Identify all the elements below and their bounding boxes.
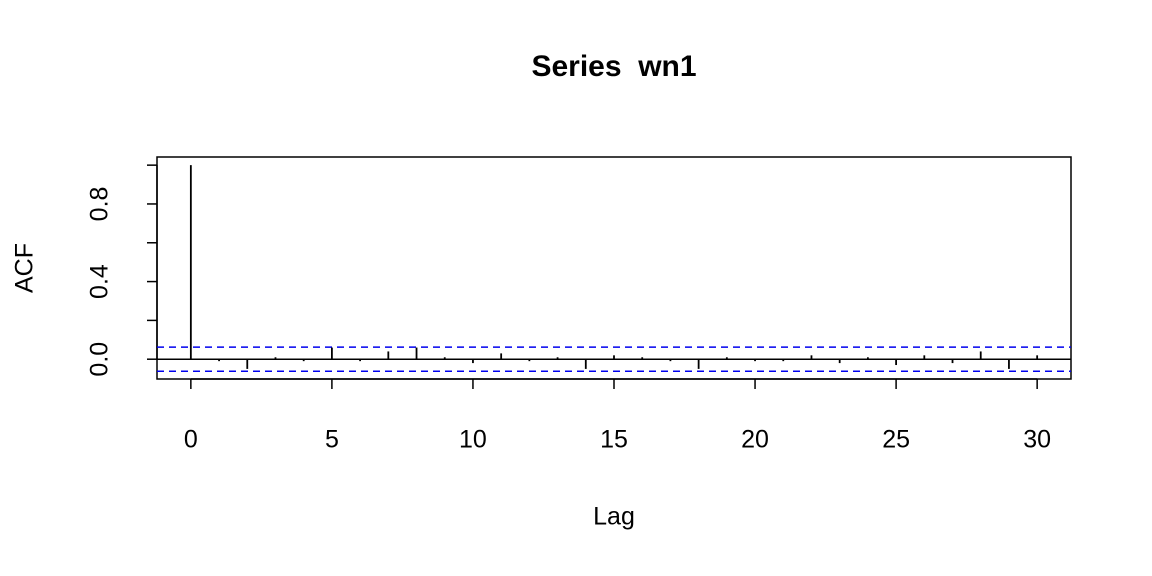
x-tick-label: 25	[882, 426, 910, 454]
x-tick-label: 10	[459, 426, 487, 454]
x-tick-label: 20	[741, 426, 769, 454]
y-axis-label: ACF	[11, 243, 39, 293]
x-tick-label: 30	[1023, 426, 1051, 454]
y-tick-label: 0.4	[86, 264, 114, 299]
x-axis-label: Lag	[593, 503, 635, 531]
chart-title: Series wn1	[531, 50, 696, 83]
plot-box	[156, 156, 1072, 380]
y-tick-label: 0.8	[86, 187, 114, 222]
x-tick-label: 0	[184, 426, 198, 454]
x-tick-label: 15	[600, 426, 628, 454]
x-tick-label: 5	[325, 426, 339, 454]
y-tick-label: 0.0	[86, 342, 114, 377]
